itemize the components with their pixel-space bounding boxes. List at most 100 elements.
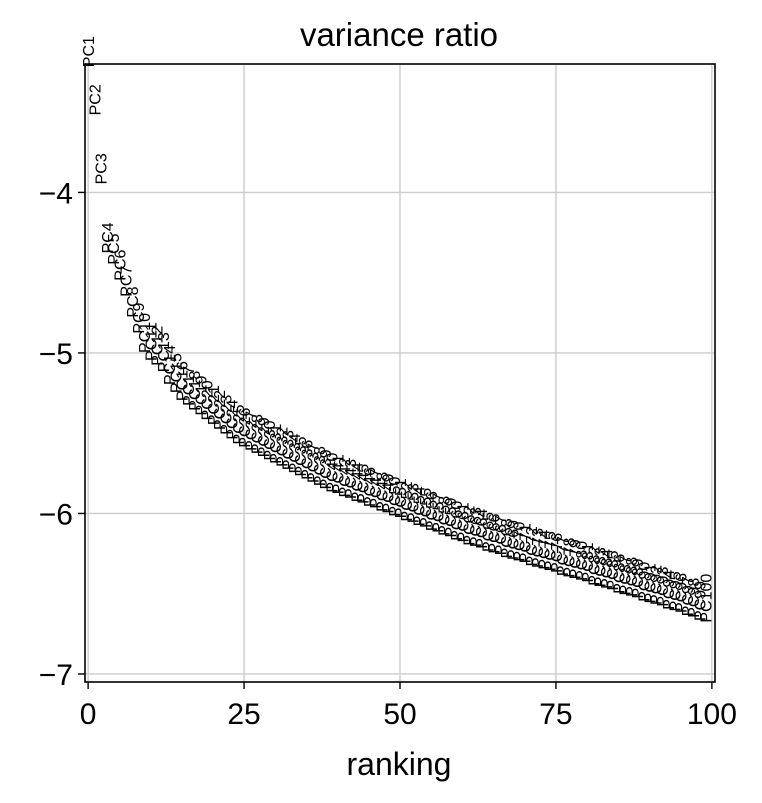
pc-label: PC95 <box>667 571 684 611</box>
pc-label: PC16 <box>175 361 192 401</box>
x-axis-ticks: 0 25 50 75 100 <box>80 682 737 731</box>
pc-label: PC58 <box>437 496 454 536</box>
pc-label: PC26 <box>237 408 254 448</box>
pc-label: PC72 <box>524 526 541 566</box>
x-tick-label: 25 <box>227 698 260 731</box>
pc-label: PC71 <box>518 523 535 563</box>
pc-label: PC42 <box>337 457 354 497</box>
pc-label: PC60 <box>449 501 466 541</box>
x-tick-label: 50 <box>383 698 416 731</box>
pc-label: PC1 <box>81 36 98 67</box>
pc-label: PC24 <box>225 399 242 439</box>
pc-label: PC74 <box>536 530 553 570</box>
pc-label: PC90 <box>636 562 653 602</box>
pc-label: PC32 <box>274 427 291 467</box>
pc-label: PC79 <box>568 539 585 579</box>
pc-label: PC20 <box>200 380 217 420</box>
pc-label: PC48 <box>374 472 391 512</box>
pc-label: PC94 <box>661 570 678 610</box>
pc-label: PC62 <box>462 505 479 545</box>
pc-label: PC91 <box>643 563 660 603</box>
pc-label: PC80 <box>574 541 591 581</box>
y-axis-ticks: −4 −5 −6 −7 <box>39 177 85 692</box>
pc-label: PC50 <box>387 477 404 517</box>
pc-label: PC19 <box>193 375 210 415</box>
pc-label: PC33 <box>281 430 298 470</box>
pc-label: PC45 <box>356 464 373 504</box>
pc-label: PC41 <box>331 454 348 494</box>
pc-label: PC65 <box>480 512 497 552</box>
grid-lines <box>85 64 715 682</box>
y-tick-label: −6 <box>39 498 73 531</box>
pc-label: PC14 <box>162 345 179 385</box>
pc-label: PC18 <box>187 371 204 411</box>
x-tick-label: 75 <box>539 698 572 731</box>
pc-label: PC99 <box>692 581 709 621</box>
pc-label: PC9 <box>131 302 148 333</box>
pc-label: PC69 <box>505 520 522 560</box>
pc-label: PC31 <box>268 424 285 464</box>
pc-label: PC8 <box>125 286 142 317</box>
pc-label: PC21 <box>206 385 223 425</box>
x-tick-label: 0 <box>80 698 97 731</box>
pc-label: PC75 <box>543 531 560 571</box>
pc-label: PC28 <box>250 414 267 454</box>
pc-label: PC37 <box>306 443 323 483</box>
pc-label: PC15 <box>168 353 185 393</box>
pc-label: PC52 <box>399 481 416 521</box>
pc-label: PC29 <box>256 417 273 457</box>
pc-label: PC56 <box>424 491 441 531</box>
pc-label: PC63 <box>468 507 485 547</box>
pc-label: PC40 <box>324 452 341 492</box>
pc-label: PC84 <box>599 549 616 589</box>
pc-label: PC49 <box>381 473 398 513</box>
pc-label: PC44 <box>349 462 366 502</box>
pc-label: PC46 <box>362 467 379 507</box>
pc-label: PC51 <box>393 478 410 518</box>
pc-label: PC27 <box>243 411 260 451</box>
pc-label: PC13 <box>156 332 173 372</box>
pc-label: PC97 <box>680 576 697 616</box>
pc-label: PC73 <box>530 528 547 568</box>
pc-label: PC3 <box>94 153 111 184</box>
pc-label: PC85 <box>605 550 622 590</box>
pc-label: PC35 <box>293 436 310 476</box>
pc-label: PC81 <box>580 542 597 582</box>
pc-labels: PC1PC2PC3PC4PC5PC6PC7PC8PC9PC10PC11PC12P… <box>81 36 716 623</box>
pc-label: PC38 <box>312 446 329 486</box>
pc-label: PC82 <box>586 546 603 586</box>
y-tick-label: −7 <box>39 659 73 692</box>
pc-label: PC57 <box>430 493 447 533</box>
y-tick-label: −5 <box>39 338 73 371</box>
pc-label: PC34 <box>287 433 304 473</box>
pc-label: PC2 <box>87 84 104 115</box>
pc-label: PC36 <box>299 440 316 480</box>
pc-label: PC5 <box>106 233 123 264</box>
pc-label: PC22 <box>212 390 229 430</box>
pc-label: PC59 <box>443 497 460 537</box>
pc-label: PC70 <box>512 521 529 561</box>
y-tick-label: −4 <box>39 177 73 210</box>
pc-label: PC67 <box>493 515 510 555</box>
pc-label: PC25 <box>231 404 248 444</box>
pc-label: PC4 <box>100 222 117 253</box>
pc-label: PC17 <box>181 366 198 406</box>
x-axis-label: ranking <box>347 746 452 782</box>
pc-label: PC98 <box>686 578 703 618</box>
pc-label: PC61 <box>455 502 472 542</box>
pc-label: PC78 <box>561 538 578 578</box>
pc-label: PC23 <box>218 395 235 435</box>
x-tick-label: 100 <box>687 698 737 731</box>
pc-label: PC54 <box>412 486 429 526</box>
pc-label: PC55 <box>418 488 435 528</box>
pc-label: PC10 <box>137 313 154 353</box>
pc-label: PC100 <box>699 574 716 623</box>
pc-label: PC89 <box>630 558 647 598</box>
pc-label: PC11 <box>143 322 160 361</box>
pc-label: PC83 <box>593 547 610 587</box>
pc-label: PC68 <box>499 518 516 558</box>
pc-label: PC88 <box>624 557 641 597</box>
pc-label: PC53 <box>405 483 422 523</box>
